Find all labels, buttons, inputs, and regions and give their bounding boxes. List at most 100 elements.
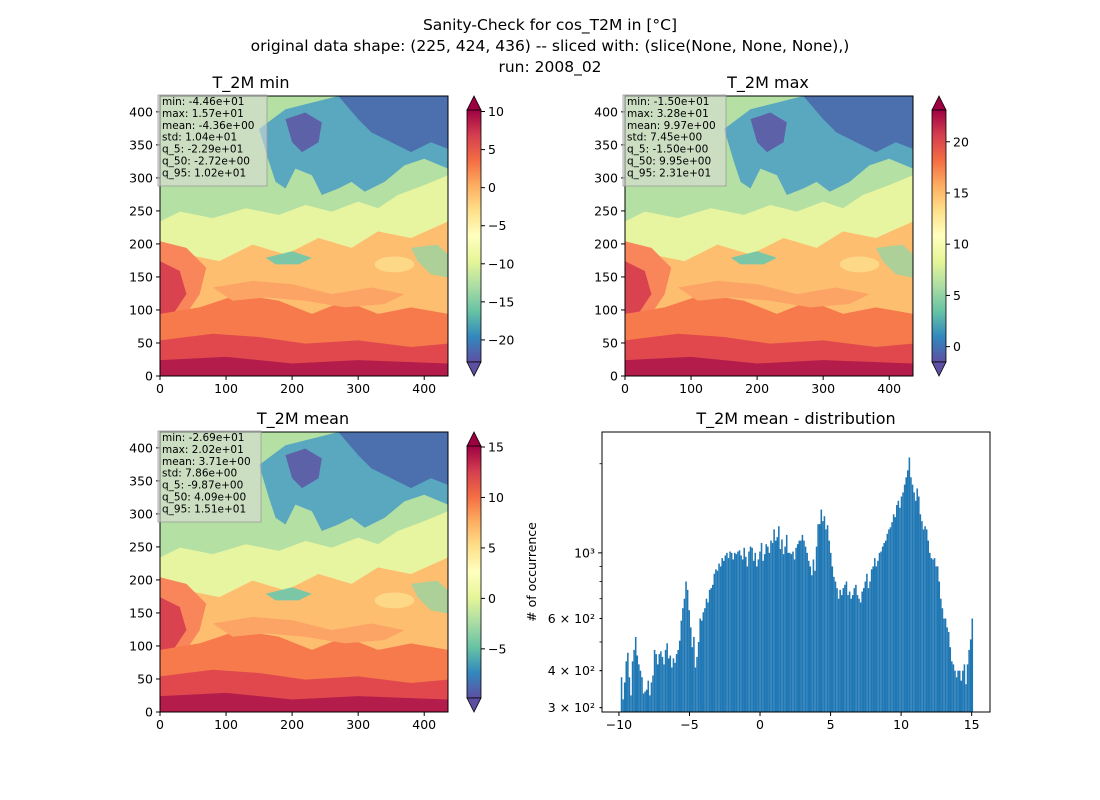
- histogram-bar: [661, 656, 664, 712]
- histogram-bar: [825, 529, 827, 712]
- x-tick-label: 200: [745, 381, 769, 396]
- y-tick-label: 200: [129, 572, 153, 587]
- histogram-bar: [675, 654, 678, 712]
- histogram-bar: [900, 496, 903, 712]
- histogram-bar: [757, 559, 760, 712]
- colorbar: 10 5 0 −5 −10 −15 −20: [466, 95, 514, 377]
- histogram-bar: [921, 521, 923, 712]
- colorbar-tick-label: 10: [953, 237, 969, 252]
- histogram-bar: [875, 566, 878, 712]
- colorbar-extend-min: [466, 697, 482, 713]
- stats-line: max: 2.02e+01: [162, 444, 244, 456]
- colorbar-extend-max: [931, 95, 947, 111]
- colorbar-gradient: [931, 109, 947, 363]
- histogram-bar: [822, 521, 824, 712]
- histogram-bar: [705, 598, 708, 712]
- histogram-bar: [664, 649, 667, 712]
- histogram-bar: [774, 540, 777, 712]
- histogram-bar: [880, 551, 882, 712]
- histogram-bar: [935, 566, 937, 712]
- histogram-bar: [787, 552, 790, 712]
- histogram-bar: [660, 651, 662, 712]
- histogram-bar: [817, 524, 819, 712]
- histogram-bar: [721, 558, 723, 712]
- histogram-bar: [914, 500, 917, 712]
- histogram-bar: [633, 649, 635, 712]
- histogram-bar: [826, 525, 829, 712]
- histogram-bar: [804, 546, 807, 712]
- histogram-bar: [685, 581, 687, 712]
- histogram-bar: [625, 661, 628, 712]
- histogram-bar: [644, 691, 646, 712]
- histogram-bar: [925, 529, 928, 712]
- histogram-bar: [734, 552, 736, 712]
- plot-frame: [624, 95, 914, 377]
- histogram-bar: [667, 658, 670, 712]
- histogram-bar: [864, 581, 867, 712]
- histogram-bar: [971, 618, 974, 712]
- histogram-bar: [686, 589, 689, 712]
- y-tick-label: 400: [129, 440, 153, 455]
- panel-t2m-min: T_2M min 0 100 200 300 400 05010015020025030…: [129, 73, 514, 396]
- x-tick-label: 0: [621, 381, 629, 396]
- colorbar-tick-label: 15: [953, 185, 969, 200]
- histogram-bar: [700, 620, 703, 712]
- stats-line: q_50: -2.72e+00: [162, 156, 250, 168]
- figure-title-line-3: run: 2008_02: [498, 58, 601, 77]
- histogram-bar: [941, 608, 944, 712]
- colorbar-tick-label: 5: [488, 540, 496, 555]
- colorbar-tick-label: −20: [488, 332, 514, 347]
- histogram-bar: [877, 560, 879, 712]
- histogram-bar: [866, 573, 868, 712]
- histogram-bar: [716, 570, 719, 712]
- histogram-bar: [795, 547, 797, 712]
- histogram-bar: [957, 670, 959, 712]
- stats-box: min: -1.50e+01 max: 3.28e+01 mean: 9.97e+0…: [622, 94, 727, 187]
- histogram-bar: [878, 552, 881, 712]
- colorbar-extend-max: [466, 431, 482, 447]
- colorbar-gradient: [466, 109, 482, 363]
- y-axis: 3 × 10² 4 × 10² 6 × 10² 10³: [548, 463, 602, 715]
- histogram-bar: [779, 549, 782, 712]
- x-axis: 0 100 200 300 400: [621, 376, 901, 396]
- histogram-bar: [847, 595, 849, 712]
- histogram-bar: [715, 569, 717, 712]
- histogram-bar: [801, 534, 804, 712]
- histogram-bar: [829, 552, 832, 712]
- histogram-bar: [724, 555, 727, 712]
- colorbar: 20 15 10 5 0: [931, 95, 969, 377]
- y-tick-label: 400: [594, 104, 618, 119]
- histogram-bar: [870, 569, 873, 712]
- y-tick-label: 3 × 10²: [548, 700, 595, 715]
- histogram-bar: [845, 581, 848, 712]
- x-tick-label: 300: [811, 381, 835, 396]
- y-tick-label: 350: [129, 137, 153, 152]
- y-axis: 0 50 100 150 200 250 300 350 400: [594, 104, 625, 384]
- histogram-bar: [897, 500, 900, 712]
- histogram-bar: [623, 682, 626, 712]
- histogram-bar: [793, 559, 796, 712]
- x-tick-label: 10: [893, 717, 909, 732]
- x-tick-label: −10: [606, 717, 632, 732]
- y-tick-label: 250: [129, 203, 153, 218]
- plot-frame: [159, 95, 449, 377]
- stats-text: min: -2.69e+01 max: 2.02e+01 mean: 3.71e+0…: [162, 432, 251, 515]
- y-tick-label: 150: [129, 605, 153, 620]
- y-tick-label: 50: [602, 335, 618, 350]
- histogram-bar: [636, 655, 639, 712]
- histogram-bar: [778, 526, 780, 712]
- histogram-bar: [911, 484, 914, 712]
- histogram-bar: [965, 684, 967, 712]
- histogram-bar: [889, 527, 892, 712]
- histogram-bar: [743, 547, 746, 712]
- histogram-bar: [656, 664, 659, 712]
- histogram-bar: [713, 573, 716, 712]
- histogram-bar: [718, 563, 720, 712]
- histogram-bar: [683, 598, 686, 712]
- x-tick-label: 200: [280, 717, 304, 732]
- y-tick-label: 100: [129, 638, 153, 653]
- histogram-bar: [634, 636, 637, 712]
- histogram-bar: [693, 636, 695, 712]
- histogram-bar: [919, 514, 922, 712]
- y-tick-label: 100: [129, 302, 153, 317]
